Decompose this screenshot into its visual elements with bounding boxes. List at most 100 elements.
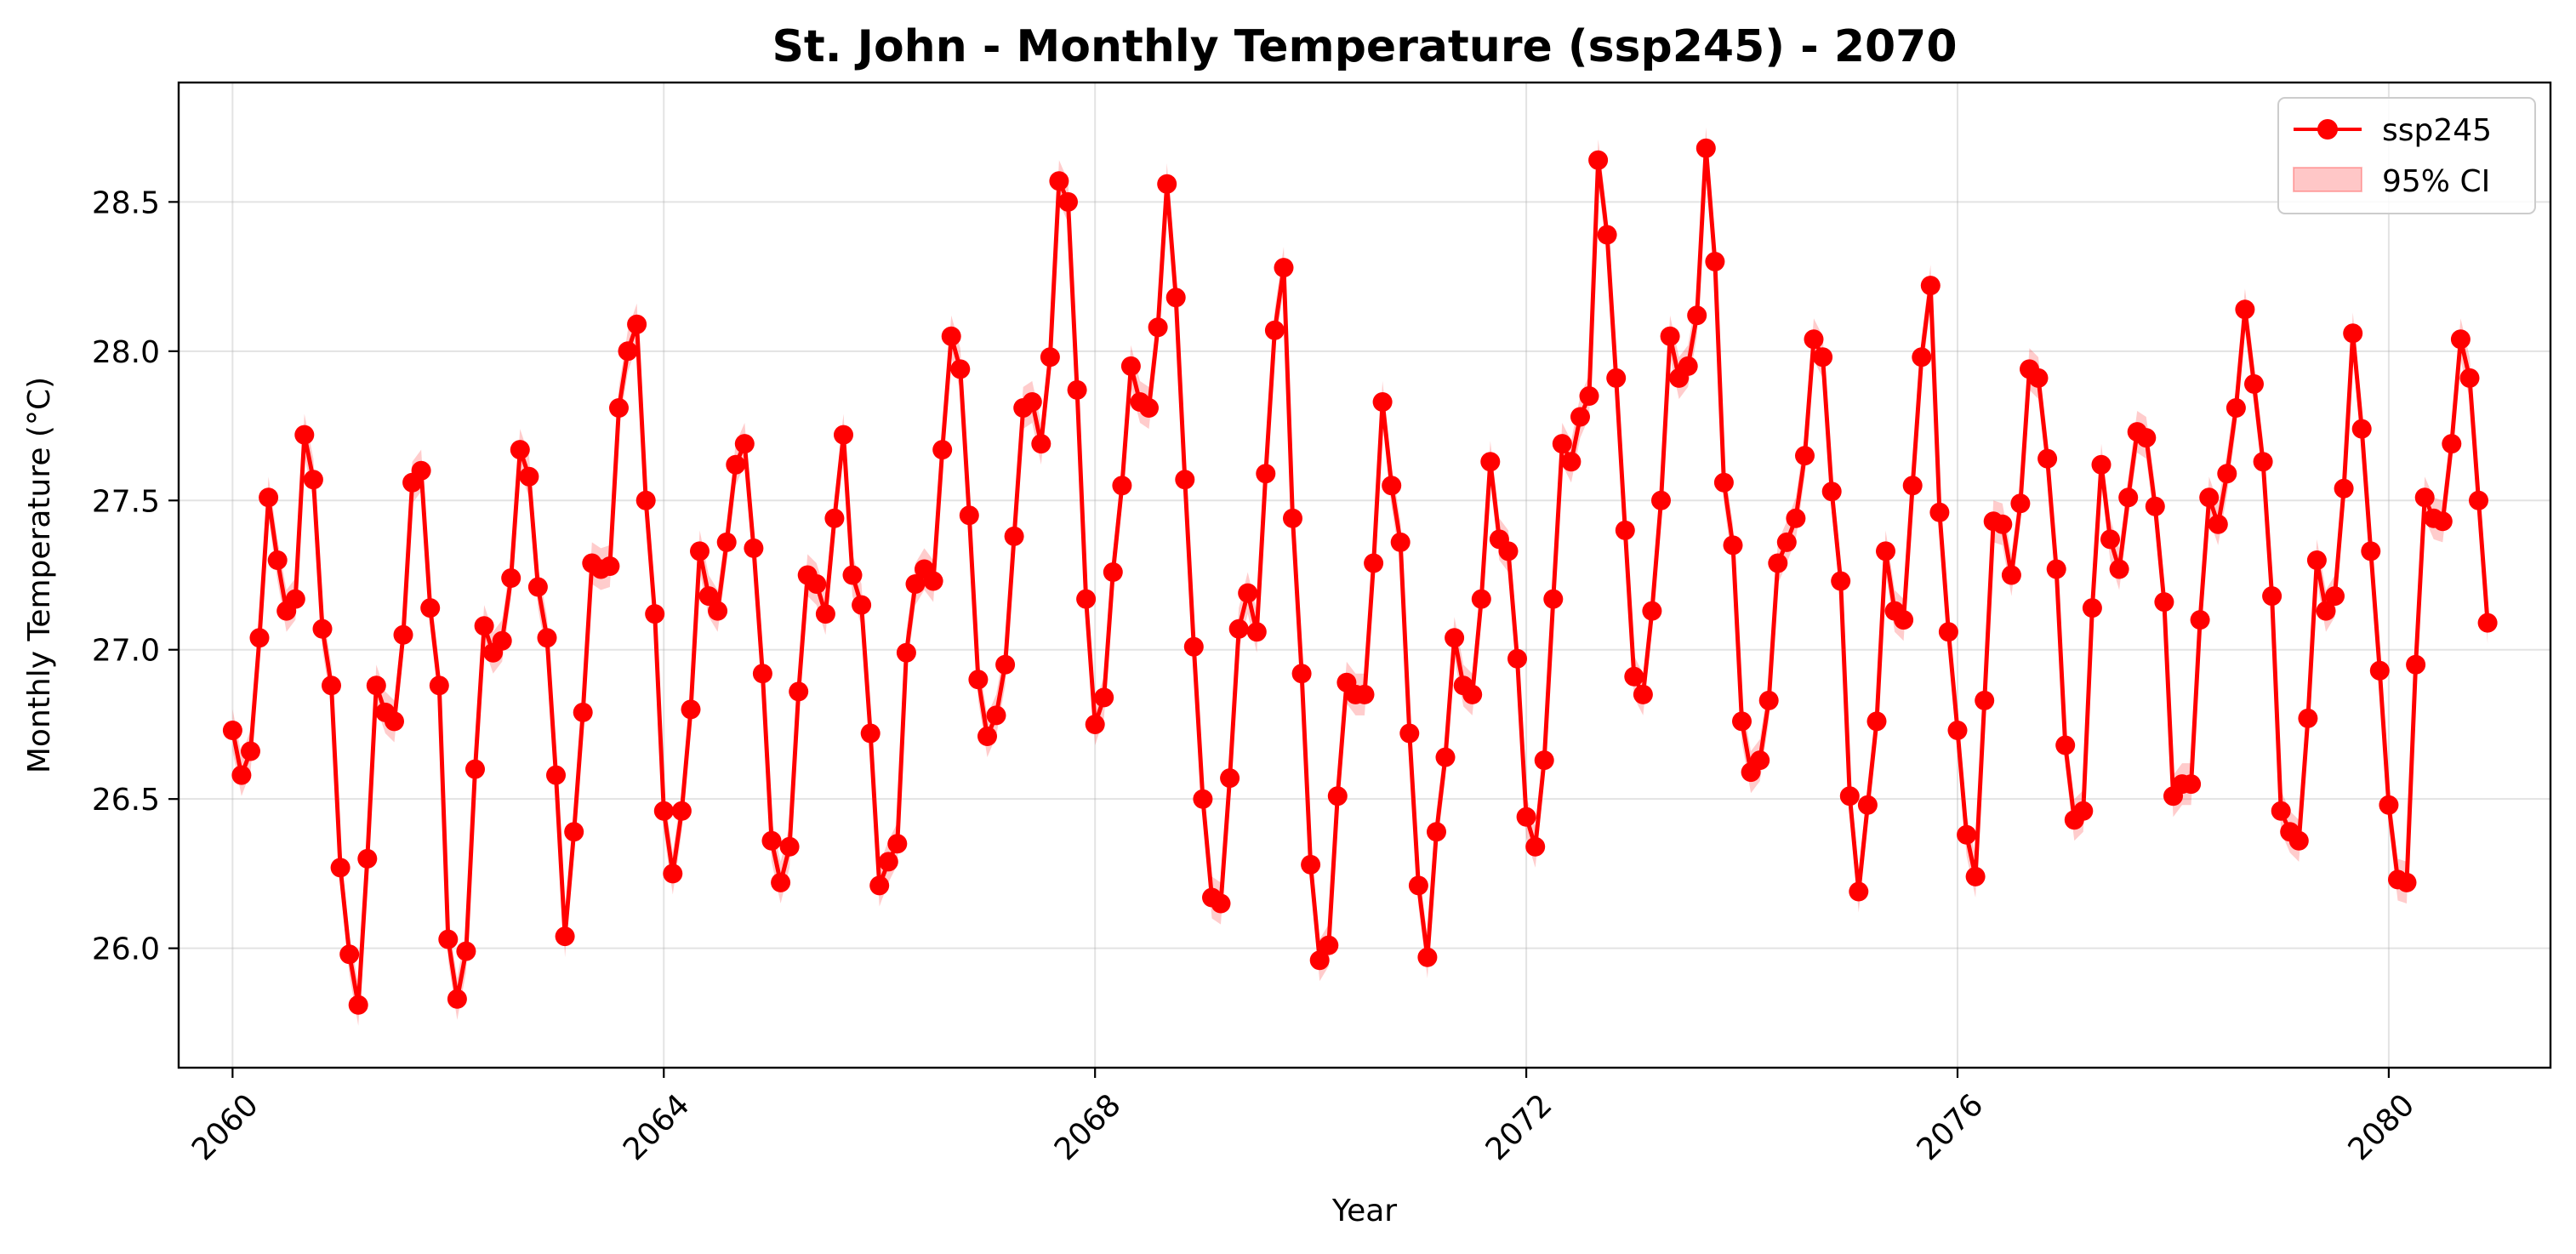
data-point (385, 711, 404, 732)
y-tick-label: 27.0 (92, 634, 160, 669)
data-point (2118, 487, 2139, 508)
data-point (1022, 392, 1042, 412)
data-point (2217, 464, 2237, 484)
data-point (1938, 622, 1958, 642)
data-point (1004, 526, 1024, 546)
data-point (771, 872, 791, 892)
data-point (2226, 398, 2246, 418)
data-point (1957, 824, 1977, 845)
data-point (2325, 586, 2345, 607)
data-point (527, 577, 548, 597)
data-point (1238, 583, 1258, 603)
data-point (510, 440, 530, 460)
data-point (2100, 529, 2120, 550)
data-point (1094, 687, 1114, 708)
data-point (2298, 708, 2318, 728)
data-point (645, 604, 665, 624)
data-point (2469, 490, 2488, 510)
legend: ssp245 95% CI (2277, 97, 2536, 214)
data-point (1525, 836, 1546, 857)
data-point (1750, 750, 1770, 771)
data-point (600, 556, 620, 576)
data-point (231, 765, 252, 785)
data-point (609, 398, 629, 418)
data-point (1435, 747, 1456, 767)
data-point (1975, 690, 1995, 710)
legend-box (2277, 97, 2536, 214)
data-point (2379, 795, 2399, 815)
data-point (878, 852, 898, 872)
data-point (905, 574, 926, 594)
data-point (734, 434, 755, 454)
data-point (2055, 735, 2076, 755)
data-point (1965, 866, 1986, 886)
data-point (1507, 648, 1527, 669)
data-point (1354, 684, 1375, 704)
data-point (2334, 478, 2354, 499)
data-point (1894, 610, 1914, 630)
data-point (1264, 320, 1285, 340)
data-point (1804, 329, 1824, 350)
x-axis-label: Year (1331, 1194, 1397, 1228)
data-point (1274, 258, 1294, 278)
data-point (789, 681, 809, 702)
data-point (411, 460, 431, 481)
data-point (1408, 875, 1428, 896)
data-point (1228, 618, 1249, 639)
data-point (1390, 532, 1411, 552)
data-point (573, 702, 593, 722)
data-point (1866, 711, 1887, 732)
data-point (1813, 347, 1833, 368)
data-point (1049, 171, 1069, 191)
y-axis-ticks: 26.0 26.5 27.0 27.5 28.0 28.5 (92, 185, 179, 967)
data-point (2396, 872, 2417, 892)
data-point (708, 601, 728, 621)
data-point (1660, 326, 1680, 346)
data-point (1929, 502, 1950, 522)
data-point (698, 586, 719, 607)
y-tick-label: 26.5 (92, 783, 160, 818)
data-point (2271, 801, 2291, 821)
data-point (1678, 356, 1698, 376)
data-point (1085, 715, 1105, 734)
data-point (1849, 881, 1869, 902)
data-point (2477, 613, 2498, 633)
data-point (1256, 464, 1276, 484)
data-point (1723, 535, 1743, 556)
data-point (761, 830, 782, 851)
data-point (1776, 532, 1797, 552)
data-point (348, 995, 368, 1015)
data-point (2253, 452, 2273, 472)
data-point (1606, 368, 1627, 388)
data-point (635, 490, 656, 510)
data-point (959, 505, 979, 526)
data-point (537, 628, 557, 648)
data-point (2145, 496, 2165, 516)
data-point (2351, 419, 2372, 439)
data-point (1633, 684, 1653, 704)
data-point (2306, 550, 2327, 570)
data-point (1120, 356, 1141, 376)
data-point (1857, 795, 1878, 815)
data-point (2010, 493, 2031, 514)
data-point (1301, 854, 1321, 875)
data-point (752, 664, 772, 684)
data-point (267, 550, 288, 570)
y-tick-label: 28.5 (92, 185, 160, 220)
data-point (806, 574, 827, 594)
data-point (2361, 541, 2381, 561)
data-point (1399, 723, 1420, 744)
data-point (2343, 323, 2363, 344)
data-point (393, 624, 413, 645)
data-point (2073, 801, 2094, 821)
data-point (1920, 276, 1941, 296)
data-point (824, 508, 845, 528)
plot-frame (177, 81, 2552, 1069)
data-point (950, 359, 971, 379)
data-point (2288, 830, 2309, 851)
data-point (519, 466, 539, 487)
data-point (2450, 329, 2471, 350)
data-point (2369, 660, 2390, 681)
data-point (241, 741, 260, 761)
